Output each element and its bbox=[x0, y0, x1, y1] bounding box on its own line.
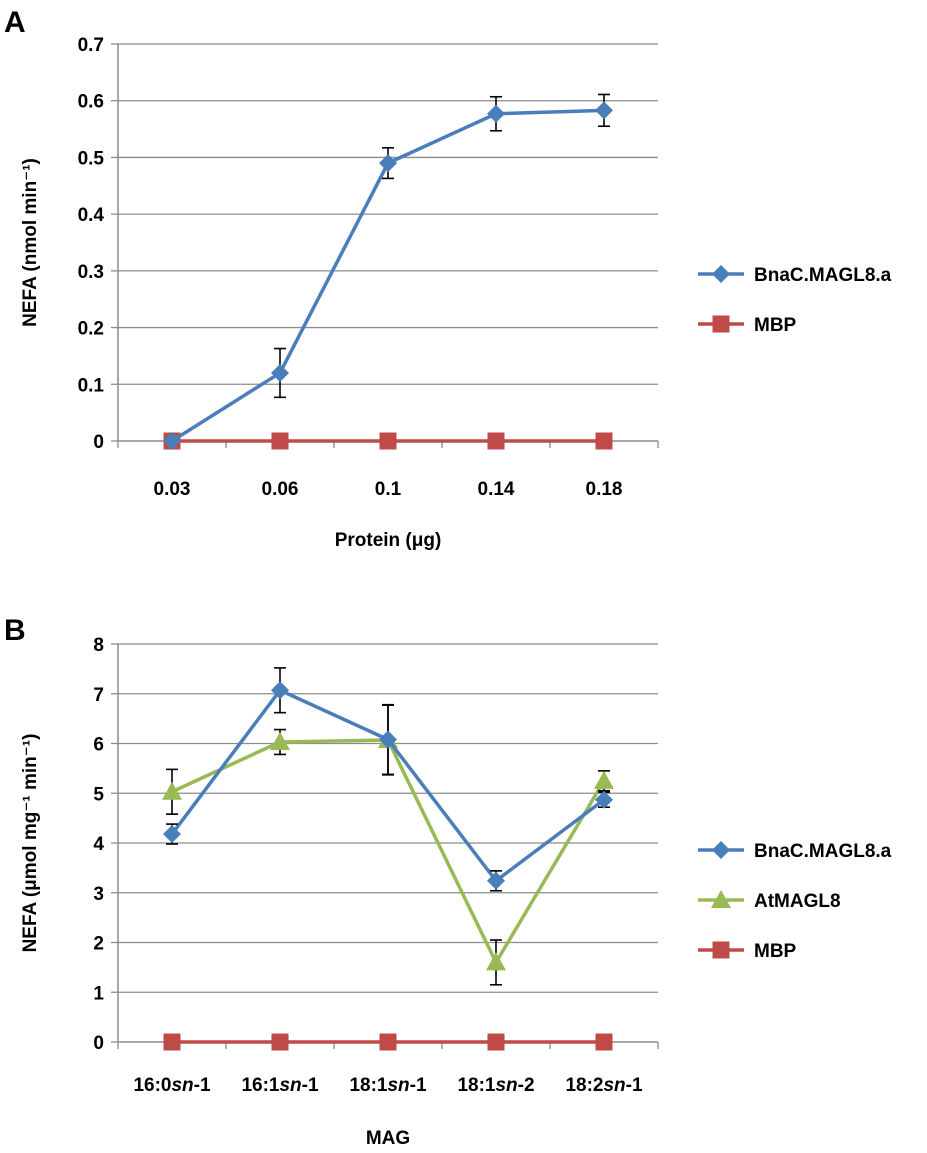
legend-marker bbox=[712, 265, 730, 283]
x-axis-title: MAG bbox=[366, 1128, 410, 1149]
series-bnac-magl8-a bbox=[163, 667, 613, 892]
y-axis-title: NEFA (μmol mg⁻¹ min⁻¹) bbox=[20, 734, 41, 953]
x-tick-label: 16:0sn-1 bbox=[133, 1075, 211, 1096]
y-tick-label: 3 bbox=[93, 884, 104, 905]
y-tick-label: 0 bbox=[93, 432, 104, 453]
panel-a: A 0 0.1 0.2 0.3 0.4 0.5 0.6 0.7 0.03 0.06 0.1 0.14 0.… bbox=[4, 6, 892, 551]
data-point bbox=[271, 1033, 289, 1051]
panel-b: B 0 1 2 3 4 5 6 7 8 16:0sn-1 16:1sn-1 18:1sn-1 18:1sn… bbox=[4, 614, 892, 1149]
data-point bbox=[595, 101, 613, 120]
data-point bbox=[379, 432, 397, 450]
y-tick-label: 0.2 bbox=[78, 319, 104, 340]
panel-letter: B bbox=[4, 614, 26, 647]
y-tick-label: 6 bbox=[93, 735, 104, 756]
legend-label: BnaC.MAGL8.a bbox=[754, 841, 892, 862]
data-point bbox=[487, 432, 505, 450]
series-bnac-magl8-a bbox=[163, 93, 613, 450]
y-tick-label: 1 bbox=[93, 983, 104, 1004]
legend-label: MBP bbox=[754, 315, 797, 336]
data-point bbox=[486, 952, 506, 971]
data-point bbox=[163, 432, 181, 450]
data-point bbox=[271, 681, 289, 700]
series-mbp bbox=[163, 1033, 613, 1051]
data-point bbox=[487, 104, 505, 123]
x-tick-label: 0.03 bbox=[154, 479, 191, 500]
data-point bbox=[163, 825, 181, 844]
data-point bbox=[487, 1033, 505, 1051]
data-point bbox=[594, 770, 614, 789]
legend-label: MBP bbox=[754, 941, 797, 962]
legend-marker bbox=[711, 890, 731, 908]
y-tick-label: 2 bbox=[93, 934, 104, 955]
data-point bbox=[379, 154, 397, 173]
legend-label: AtMAGL8 bbox=[754, 891, 841, 912]
data-point bbox=[162, 781, 182, 800]
data-point bbox=[595, 432, 613, 450]
x-tick-label: 0.1 bbox=[375, 479, 402, 500]
data-point bbox=[163, 1033, 181, 1051]
data-point bbox=[487, 871, 505, 890]
data-point bbox=[595, 790, 613, 809]
legend-marker bbox=[712, 841, 730, 859]
y-tick-label: 5 bbox=[93, 784, 104, 805]
y-tick-label: 0.4 bbox=[78, 205, 105, 226]
x-tick-label: 16:1sn-1 bbox=[241, 1075, 319, 1096]
data-point bbox=[270, 732, 290, 751]
x-tick-label: 18:2sn-1 bbox=[565, 1075, 643, 1096]
legend-marker bbox=[712, 941, 730, 959]
x-tick-label: 18:1sn-1 bbox=[349, 1075, 427, 1096]
y-tick-label: 4 bbox=[93, 834, 104, 855]
data-point bbox=[271, 363, 289, 382]
data-point bbox=[379, 730, 397, 749]
x-tick-label: 18:1sn-2 bbox=[457, 1075, 534, 1096]
series-mbp bbox=[163, 432, 613, 450]
x-tick-label: 0.18 bbox=[586, 479, 623, 500]
x-tick-label: 0.14 bbox=[478, 479, 515, 500]
panel-letter: A bbox=[4, 6, 26, 39]
legend-label: BnaC.MAGL8.a bbox=[754, 265, 892, 286]
x-tick-label: 0.06 bbox=[262, 479, 299, 500]
y-tick-label: 0.6 bbox=[78, 92, 104, 113]
y-tick-label: 0.5 bbox=[78, 148, 105, 169]
legend-marker bbox=[712, 315, 730, 333]
data-point bbox=[271, 432, 289, 450]
x-axis-title: Protein (μg) bbox=[335, 530, 442, 551]
data-point bbox=[379, 1033, 397, 1051]
y-tick-label: 0.3 bbox=[78, 262, 104, 283]
y-tick-label: 0 bbox=[93, 1033, 104, 1054]
y-tick-label: 7 bbox=[93, 685, 104, 706]
y-tick-label: 8 bbox=[93, 635, 104, 656]
y-tick-label: 0.1 bbox=[78, 375, 105, 396]
data-point bbox=[595, 1033, 613, 1051]
legend: BnaC.MAGL8.a MBP bbox=[698, 265, 892, 336]
y-axis-title: NEFA (nmol min⁻¹) bbox=[20, 158, 41, 327]
y-tick-label: 0.7 bbox=[78, 35, 104, 56]
legend: BnaC.MAGL8.a AtMAGL8 MBP bbox=[698, 841, 892, 962]
